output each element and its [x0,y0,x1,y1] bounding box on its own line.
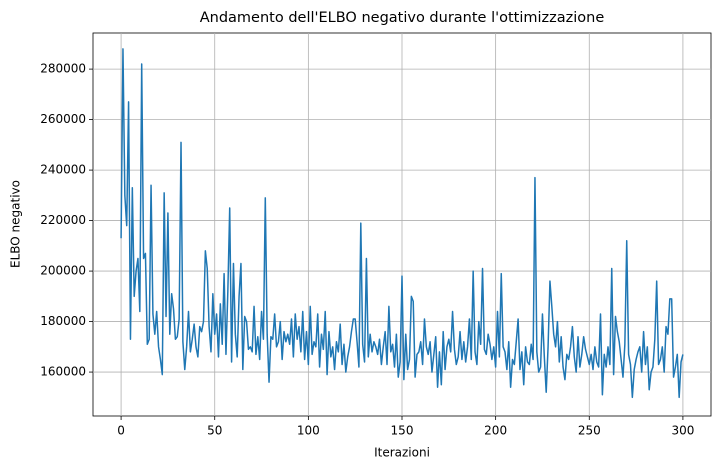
chart-title: Andamento dell'ELBO negativo durante l'o… [200,10,605,26]
x-tick-label: 150 [391,424,414,438]
x-tick-label: 300 [671,424,694,438]
y-tick-label: 180000 [40,314,86,328]
y-tick-label: 200000 [40,264,86,278]
y-tick-label: 160000 [40,365,86,379]
y-tick-label: 220000 [40,213,86,227]
x-axis-label: Iterazioni [374,446,430,460]
y-tick-label: 280000 [40,62,86,76]
x-tick-label: 100 [297,424,320,438]
x-tick-label: 50 [207,424,222,438]
x-tick-label: 0 [117,424,125,438]
y-tick-label: 240000 [40,163,86,177]
y-axis-label: ELBO negativo [9,180,23,268]
data-line [120,48,684,399]
y-tick-label: 260000 [40,112,86,126]
x-tick-label: 200 [484,424,507,438]
x-tick-label: 250 [578,424,601,438]
